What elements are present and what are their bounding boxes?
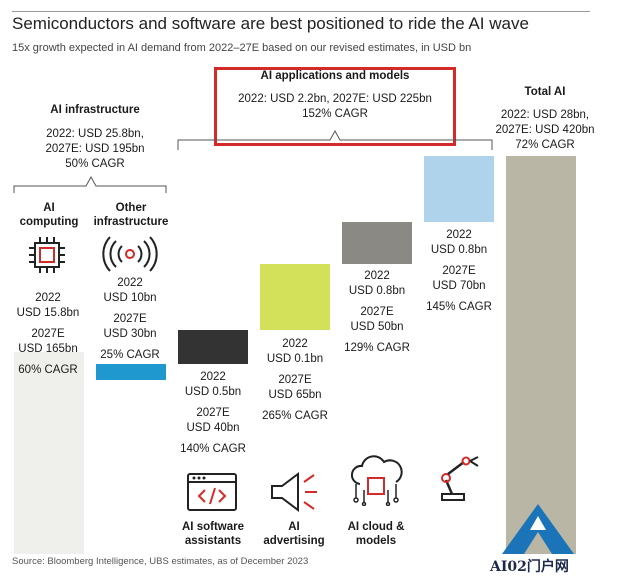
source-note: Source: Bloomberg Intelligence, UBS esti…	[12, 556, 309, 567]
value-label-other-infrastructure: 2022 USD 10bn 2027E USD 30bn 25% CAGR	[90, 276, 170, 363]
column-label-line1: Other	[115, 202, 147, 214]
value-2027-label: USD 50bn	[350, 321, 404, 333]
wireless-signal-icon	[102, 236, 158, 272]
column-label-line2: assistants	[184, 535, 242, 547]
total-group-summary: 2022: USD 28bn, 2027E: USD 420bn 72% CAG…	[490, 108, 600, 153]
year-2022-label: 2022	[117, 277, 143, 289]
value-2027-label: USD 165bn	[18, 343, 78, 355]
year-2022-label: 2022	[282, 338, 308, 350]
column-label-line2: infrastructure	[93, 216, 169, 228]
value-2027-label: USD 65bn	[268, 389, 322, 401]
applications-group-summary: 2022: USD 2.2bn, 2027E: USD 225bn 152% C…	[214, 92, 456, 122]
column-label-ai-advertising: AI advertising	[254, 520, 334, 548]
column-label-line2: computing	[19, 216, 79, 228]
code-window-icon	[186, 472, 238, 512]
brand-text: AI02门户网	[490, 559, 569, 575]
total-line-2027: 2027E: USD 420bn	[495, 124, 595, 136]
total-line-2022: 2022: USD 28bn,	[500, 109, 590, 121]
cagr-label: 145% CAGR	[426, 301, 492, 313]
applications-group-title: AI applications and models	[260, 70, 410, 82]
total-line-cagr: 72% CAGR	[515, 139, 575, 151]
value-2022-label: USD 10bn	[103, 292, 157, 304]
column-label-line1: AI software	[182, 521, 244, 533]
value-2022-label: USD 0.8bn	[430, 244, 488, 256]
value-2027-label: USD 70bn	[432, 280, 486, 292]
year-2027-label: 2027E	[113, 313, 147, 325]
value-2022-label: USD 0.8bn	[348, 285, 406, 297]
robot-arm-icon	[434, 452, 484, 502]
year-2022-label: 2022	[35, 292, 61, 304]
bar-robotics	[424, 156, 494, 222]
year-2022-label: 2022	[200, 371, 226, 383]
brand-logo	[502, 504, 574, 554]
bar-ai-software	[178, 330, 248, 364]
infrastructure-line-cagr: 50% CAGR	[65, 158, 125, 170]
column-label-ai-software: AI software assistants	[170, 520, 256, 548]
applications-line-values: 2022: USD 2.2bn, 2027E: USD 225bn	[238, 93, 432, 105]
year-2027-label: 2027E	[278, 374, 312, 386]
column-label-line1: AI	[43, 202, 55, 214]
year-2022-label: 2022	[446, 229, 472, 241]
cagr-label: 60% CAGR	[18, 364, 78, 376]
value-2027-label: USD 30bn	[103, 328, 157, 340]
value-label-ai-computing: 2022 USD 15.8bn 2027E USD 165bn 60% CAGR	[8, 291, 88, 378]
bar-total-ai	[506, 156, 576, 554]
value-2022-label: USD 0.1bn	[266, 353, 324, 365]
column-label-line2: models	[355, 535, 397, 547]
column-label-line1: AI	[288, 521, 300, 533]
top-rule	[12, 11, 590, 12]
page-subtitle: 15x growth expected in AI demand from 20…	[12, 42, 472, 54]
bar-ai-cloud	[342, 222, 412, 264]
year-2027-label: 2027E	[442, 265, 476, 277]
column-label-ai-computing: AI computing	[14, 201, 84, 229]
bar-other-infrastructure	[96, 364, 166, 380]
column-label-line2: advertising	[263, 535, 325, 547]
brand-watermark: AI02门户网	[486, 502, 590, 576]
value-2027-label: USD 40bn	[186, 422, 240, 434]
cloud-chip-icon	[346, 452, 406, 506]
year-2027-label: 2027E	[360, 306, 394, 318]
year-2027-label: 2027E	[31, 328, 65, 340]
year-2022-label: 2022	[364, 270, 390, 282]
total-group-title: Total AI	[524, 86, 566, 98]
bar-ai-advertising	[260, 264, 330, 330]
value-label-ai-software: 2022 USD 0.5bn 2027E USD 40bn 140% CAGR	[172, 370, 254, 457]
cagr-label: 265% CAGR	[262, 410, 328, 422]
column-label-other-infrastructure: Other infrastructure	[88, 201, 174, 229]
cagr-label: 140% CAGR	[180, 443, 246, 455]
page-title: Semiconductors and software are best pos…	[12, 14, 529, 33]
applications-brace	[177, 129, 493, 150]
value-2022-label: USD 15.8bn	[16, 307, 80, 319]
infrastructure-line-2022: 2022: USD 25.8bn,	[46, 128, 144, 140]
value-2022-label: USD 0.5bn	[184, 386, 242, 398]
bar-ai-computing	[14, 352, 84, 554]
value-label-robotics: 2022 USD 0.8bn 2027E USD 70bn 145% CAGR	[418, 228, 500, 315]
value-label-ai-advertising: 2022 USD 0.1bn 2027E USD 65bn 265% CAGR	[254, 337, 336, 424]
cagr-label: 129% CAGR	[344, 342, 410, 354]
value-label-ai-cloud: 2022 USD 0.8bn 2027E USD 50bn 129% CAGR	[336, 269, 418, 356]
chip-icon	[26, 234, 68, 276]
infrastructure-brace	[13, 175, 167, 193]
applications-highlight-box	[214, 67, 456, 146]
applications-line-cagr: 152% CAGR	[302, 108, 368, 120]
column-label-ai-cloud: AI cloud & models	[334, 520, 418, 548]
cagr-label: 25% CAGR	[100, 349, 160, 361]
year-2027-label: 2027E	[196, 407, 230, 419]
infrastructure-line-2027: 2027E: USD 195bn	[45, 143, 145, 155]
infrastructure-group-summary: 2022: USD 25.8bn, 2027E: USD 195bn 50% C…	[20, 127, 170, 172]
column-label-line1: AI cloud &	[347, 521, 405, 533]
megaphone-icon	[268, 470, 322, 514]
infrastructure-group-title: AI infrastructure	[50, 104, 140, 116]
